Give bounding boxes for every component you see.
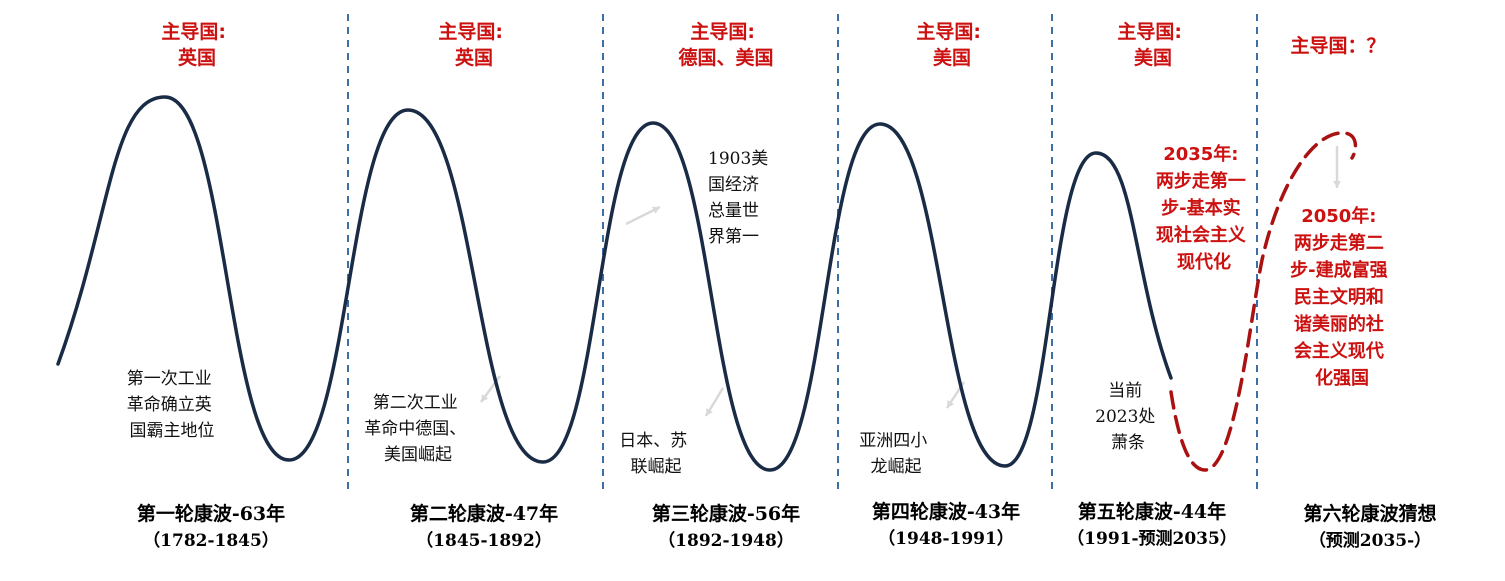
- forecast-annotation-2035: 2035年: 两步走第一 步-基本实 现社会主义 现代化: [1156, 143, 1252, 273]
- cycle-title: 第五轮康波-44年: [1078, 500, 1226, 523]
- wave-curve: [56, 95, 1173, 472]
- leader-country-label: 主导国: 英国: [438, 21, 509, 69]
- arrow-3: [704, 387, 725, 417]
- cycle-period: （1948-1991）: [878, 528, 1014, 549]
- cycle-period: （预测2035-）: [1309, 530, 1431, 551]
- cycle-title: 第二轮康波-47年: [410, 502, 558, 525]
- arrow-2: [625, 205, 661, 226]
- forecast-annotation-2050: 2050年: 两步走第二 步-建成富强 民主文明和 谐美丽的社 会主义现代 化强…: [1290, 205, 1394, 389]
- cycle-4: 主导国: 美国 亚洲四小 龙崛起 第四轮康波-43年 （1948-1991）: [859, 21, 1020, 549]
- cycle-title: 第四轮康波-43年: [872, 500, 1020, 523]
- cycle-annotation: 第二次工业 革命中德国、 美国崛起: [364, 393, 471, 465]
- cycle-period: （1892-1948）: [658, 530, 794, 551]
- cycle-1: 主导国: 英国 第一次工业 革命确立英 国霸主地位 第一轮康波-63年 （178…: [127, 21, 285, 551]
- cycle-period: （1845-1892）: [416, 530, 552, 551]
- leader-country-label: 主导国: 美国: [916, 21, 987, 69]
- leader-country-label: 主导国: 德国、美国: [678, 21, 773, 69]
- cycle-annotation: 亚洲四小 龙崛起: [859, 431, 932, 477]
- cycle-2: 主导国: 英国 第二次工业 革命中德国、 美国崛起 第二轮康波-47年 （184…: [364, 21, 558, 551]
- leader-country-label: 主导国: 美国: [1117, 21, 1188, 69]
- cycle-annotation: 日本、苏 联崛起: [619, 431, 692, 477]
- cycle-period: （1782-1845）: [143, 530, 279, 551]
- cycle-period: （1991-预测2035）: [1067, 528, 1237, 549]
- leader-country-label: 主导国：？: [1290, 35, 1385, 57]
- cycle-annotation-top: 1903美 国经济 总量世 界第一: [708, 149, 774, 247]
- cycle-title: 第三轮康波-56年: [652, 502, 800, 525]
- cycle-title: 第一轮康波-63年: [137, 502, 285, 525]
- cycle-annotation: 当前 2023处 萧条: [1095, 381, 1161, 453]
- forecast-wave-curve: [1169, 131, 1358, 472]
- cycle-3: 主导国: 德国、美国 1903美 国经济 总量世 界第一 日本、苏 联崛起 第三…: [619, 21, 800, 551]
- cycle-6: 主导国：？ 2050年: 两步走第二 步-建成富强 民主文明和 谐美丽的社 会主…: [1290, 35, 1436, 551]
- cycle-annotation: 第一次工业 革命确立英 国霸主地位: [127, 369, 217, 441]
- annotation-arrows: [479, 146, 1341, 417]
- arrow-5: [1333, 146, 1341, 188]
- cycle-5: 主导国: 美国 2035年: 两步走第一 步-基本实 现社会主义 现代化 当前 …: [1067, 21, 1252, 549]
- cycle-title: 第六轮康波猜想: [1303, 502, 1436, 525]
- leader-country-label: 主导国: 英国: [161, 21, 232, 69]
